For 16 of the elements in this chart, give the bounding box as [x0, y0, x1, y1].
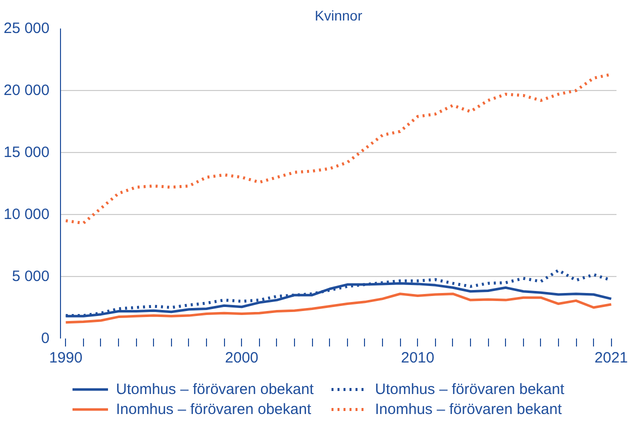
- y-tick-label: 25 000: [4, 20, 50, 37]
- legend-label: Utomhus – förövaren bekant: [375, 380, 566, 398]
- legend-label: Inomhus – förövaren bekant: [375, 400, 563, 418]
- y-tick-label: 0: [41, 330, 50, 347]
- y-tick-label: 10 000: [4, 206, 50, 223]
- x-tick-label: 2010: [400, 350, 434, 366]
- line-series: [64, 292, 612, 324]
- y-tick-label: 15 000: [4, 144, 50, 161]
- chart-title: Kvinnor: [314, 8, 363, 24]
- y-tick-label: 5 000: [12, 268, 50, 285]
- y-tick-label: 20 000: [4, 82, 50, 99]
- x-tick-label: 2000: [225, 350, 258, 366]
- legend-label: Inomhus – förövaren obekant: [116, 400, 312, 418]
- x-tick-label: 2021: [594, 350, 628, 366]
- legend-label: Utomhus – förövaren obekant: [116, 380, 315, 398]
- x-tick-label: 1990: [49, 350, 82, 366]
